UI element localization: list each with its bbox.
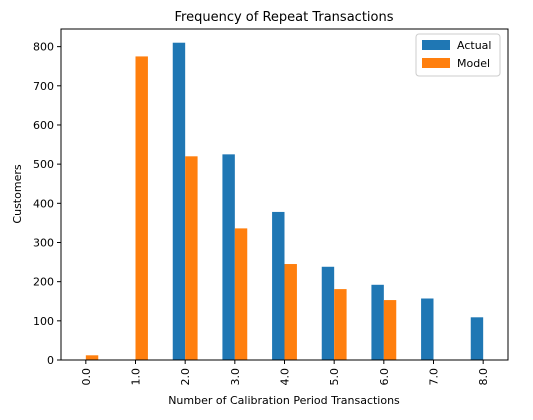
legend-label-model: Model [457, 57, 490, 70]
x-tick-label-6.0: 6.0 [378, 368, 391, 386]
x-tick-label-1.0: 1.0 [130, 368, 143, 386]
y-tick-label-100: 100 [33, 315, 54, 328]
bar-actual-6.0 [371, 284, 384, 360]
bar-model-2.0 [185, 156, 198, 360]
bar-actual-2.0 [172, 42, 186, 361]
legend-label-actual: Actual [457, 39, 491, 52]
y-tick-label-400: 400 [33, 197, 54, 210]
x-tick-label-4.0: 4.0 [279, 368, 292, 386]
y-tick-label-300: 300 [33, 236, 54, 249]
y-axis-label: Customers [11, 164, 24, 223]
bar-actual-4.0 [272, 211, 285, 360]
plot-area: 0 100 200 300 400 500 600 700 800 0.0 1.0 2.0 3.0 4.0… [33, 28, 509, 386]
chart-title: Frequency of Repeat Transactions [175, 10, 394, 25]
bar-model-3.0 [234, 228, 248, 360]
legend-swatch-model [422, 58, 450, 68]
y-tick-label-500: 500 [33, 158, 54, 171]
bar-model-0.0 [85, 355, 99, 360]
y-tick-label-600: 600 [33, 119, 54, 132]
x-tick-label-2.0: 2.0 [179, 368, 192, 386]
bar-actual-5.0 [321, 266, 335, 360]
bar-actual-3.0 [222, 154, 235, 360]
bar-actual-7.0 [421, 298, 434, 360]
x-tick-label-3.0: 3.0 [229, 368, 242, 386]
y-tick-label-0: 0 [47, 354, 54, 367]
legend-swatch-actual [422, 40, 450, 50]
y-tick-label-700: 700 [33, 80, 54, 93]
x-tick-label-7.0: 7.0 [428, 368, 441, 386]
x-axis-label: Number of Calibration Period Transaction… [168, 394, 400, 407]
x-tick-label-0.0: 0.0 [80, 368, 93, 386]
bar-model-1.0 [135, 56, 148, 361]
bar-model-6.0 [383, 300, 397, 360]
bar-model-4.0 [284, 264, 297, 360]
x-tick-label-5.0: 5.0 [328, 368, 341, 386]
axes-frame [60, 28, 509, 361]
legend: Actual Model [415, 33, 501, 77]
y-tick-label-800: 800 [33, 41, 54, 54]
x-tick-label-8.0: 8.0 [477, 368, 490, 386]
bar-model-5.0 [334, 289, 347, 360]
y-tick-label-200: 200 [33, 276, 54, 289]
bar-actual-8.0 [470, 317, 484, 360]
